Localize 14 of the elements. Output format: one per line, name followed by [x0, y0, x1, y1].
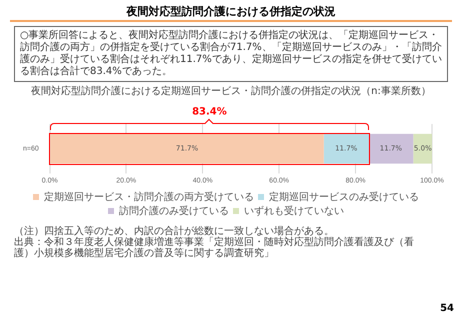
text: （注）四捨五入等のため、内訳の合計が総数に一致しない場合がある。 — [14, 226, 335, 237]
bar — [368, 134, 414, 164]
chart-title: 夜間対応型訪問介護における併指定の状況 — [10, 0, 452, 22]
text: ○事業所回答によると、夜間対応型訪問介護における併指定の状況は、「定期巡回サービス・訪問介護の両方」の併指定を受けている割合が71.7%、「定期巡回サービスのみ」・「訪問介護のみ」受けている割合はそれぞれ11.7%であり、定期巡回サービスの指定を併せて受けている割合は合計で83.4%であった。 — [14, 26, 448, 82]
legend-label: 定期巡回サービスのみ受けている — [269, 190, 419, 203]
legend-label: 定期巡回サービス・訪問介護の両方受けている — [44, 190, 254, 203]
legend-label: 訪問介護のみ受けている — [119, 204, 229, 217]
legend-label: いずれも受けていない — [244, 204, 344, 217]
chart-subtitle: 夜間対応型訪問介護における定期巡回サービス・訪問介護の併指定の状況（n:事業所数） — [30, 86, 432, 98]
bar — [324, 134, 369, 164]
source-note: 出典：令和３年度老人保健健康増進等事業「定期巡回・随時対応型訪問介護看護及び（看護）小規模多機能型居宅介護の普及等に関する調査研究」 — [14, 237, 415, 259]
text: 83.4% — [192, 106, 227, 118]
bar — [50, 134, 324, 164]
text: 54 — [440, 303, 454, 314]
